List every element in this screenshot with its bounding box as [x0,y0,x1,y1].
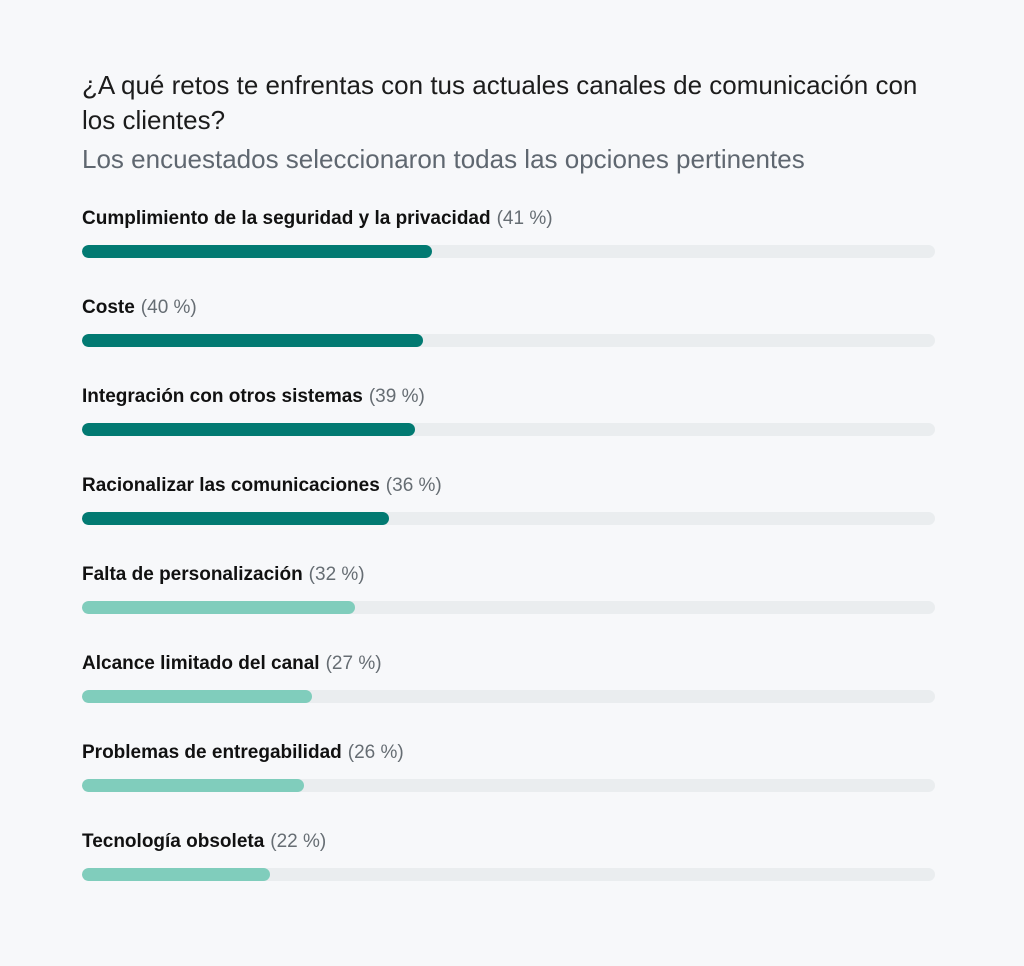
bar-track [82,868,935,881]
bar-label-line: Cumplimiento de la seguridad y la privac… [82,207,935,231]
bar-value-label: (41 %) [496,208,553,229]
bar-row: Tecnología obsoleta (22 %) [82,830,935,919]
bar-label-line: Racionalizar las comunicaciones (36 %) [82,474,935,498]
bar-track [82,334,935,347]
bar-label: Alcance limitado del canal [82,653,320,674]
bar-fill [82,423,415,436]
bar-row: Alcance limitado del canal (27 %) [82,652,935,741]
bar-fill [82,334,424,347]
bar-value-label: (39 %) [368,386,425,407]
bar-track [82,601,935,614]
bar-label-line: Coste (40 %) [82,296,935,320]
bar-label: Falta de personalización [82,564,303,585]
bar-value-label: (40 %) [140,297,197,318]
bar-row: Cumplimiento de la seguridad y la privac… [82,207,935,296]
bar-fill [82,601,355,614]
bar-label-line: Alcance limitado del canal (27 %) [82,652,935,676]
bar-row: Problemas de entregabilidad (26 %) [82,741,935,830]
bar-label: Problemas de entregabilidad [82,742,342,763]
bar-value-label: (36 %) [385,475,442,496]
bar-track [82,690,935,703]
bar-track [82,245,935,258]
bar-track [82,779,935,792]
bar-track [82,423,935,436]
bar-value-label: (27 %) [325,653,382,674]
bar-label-line: Integración con otros sistemas (39 %) [82,385,935,409]
bar-label-line: Tecnología obsoleta (22 %) [82,830,935,854]
bar-label: Racionalizar las comunicaciones [82,475,380,496]
bar-row: Integración con otros sistemas (39 %) [82,385,935,474]
bar-row: Racionalizar las comunicaciones (36 %) [82,474,935,563]
bar-fill [82,779,304,792]
bar-fill [82,690,313,703]
bar-value-label: (26 %) [347,742,404,763]
bar-value-label: (32 %) [308,564,365,585]
bar-label: Cumplimiento de la seguridad y la privac… [82,208,491,229]
bar-fill [82,245,432,258]
bar-label-line: Problemas de entregabilidad (26 %) [82,741,935,765]
bar-label: Tecnología obsoleta [82,831,265,852]
bar-label: Integración con otros sistemas [82,386,363,407]
bar-fill [82,512,390,525]
bar-row: Falta de personalización (32 %) [82,563,935,652]
bar-row: Coste (40 %) [82,296,935,385]
chart-container: ¿A qué retos te enfrentas con tus actual… [82,68,935,919]
bar-list: Cumplimiento de la seguridad y la privac… [82,207,935,919]
bar-label: Coste [82,297,135,318]
bar-track [82,512,935,525]
bar-fill [82,868,270,881]
bar-value-label: (22 %) [270,831,327,852]
chart-subtitle: Los encuestados seleccionaron todas las … [82,144,805,174]
bar-label-line: Falta de personalización (32 %) [82,563,935,587]
chart-title: ¿A qué retos te enfrentas con tus actual… [82,70,918,135]
